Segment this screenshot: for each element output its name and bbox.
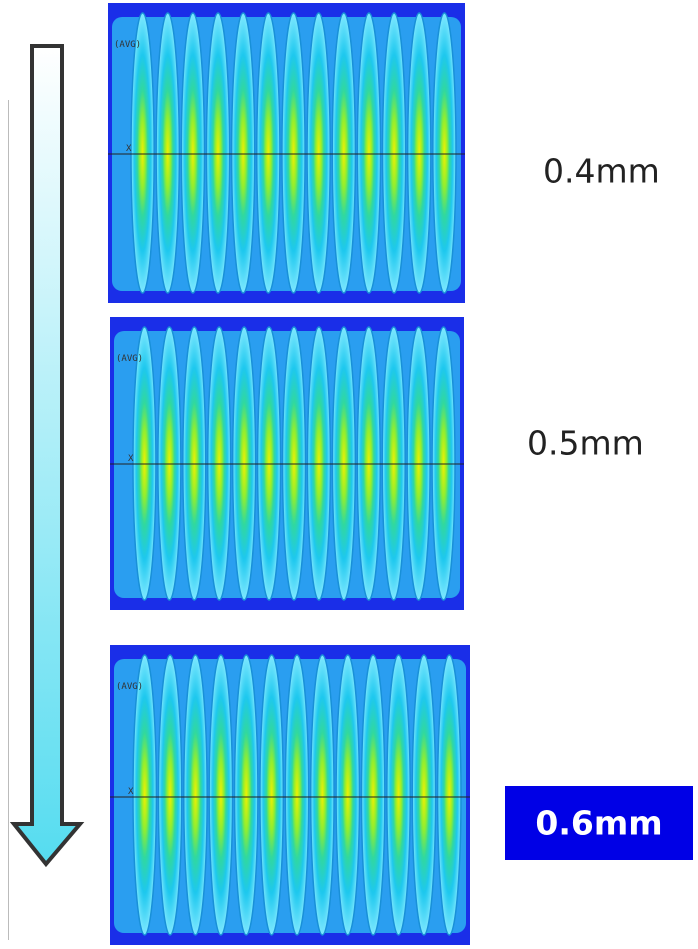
stripe	[306, 12, 331, 294]
stripe	[208, 654, 234, 936]
stripe	[130, 12, 155, 294]
plot-legend: (AVG)	[114, 40, 141, 50]
highlight-box	[505, 786, 693, 860]
stripe	[180, 12, 206, 294]
plot-legend: (AVG)	[116, 354, 143, 364]
plot-legend: (AVG)	[116, 682, 143, 692]
axis-label: X	[126, 144, 132, 154]
thickness-label: 0.5mm	[527, 424, 644, 463]
axis-label: X	[128, 787, 134, 797]
stripe	[436, 654, 462, 936]
stripe	[132, 654, 158, 936]
stripe	[356, 12, 382, 294]
stripe	[256, 12, 281, 294]
stripe	[183, 654, 208, 936]
contour-plot: (AVG) X	[110, 317, 464, 610]
stripe	[205, 12, 231, 294]
stripe	[309, 654, 335, 936]
stripe	[335, 654, 361, 936]
stripe	[230, 12, 256, 294]
arrow	[9, 44, 85, 868]
stripe	[386, 654, 411, 936]
stripe	[259, 654, 285, 936]
stripe	[406, 12, 432, 294]
contour-plot: (AVG) X	[108, 3, 465, 303]
stripe	[331, 12, 357, 294]
panels: (AVG) X (AVG) X (AVG) X	[108, 3, 470, 945]
stripe	[360, 654, 386, 936]
stripe	[284, 654, 310, 936]
contour-plot: (AVG) X	[110, 645, 470, 945]
stripe	[281, 12, 306, 294]
stripe	[157, 654, 183, 936]
stripe	[381, 12, 407, 294]
thickness-label: 0.6mm	[535, 804, 662, 843]
stripe	[432, 12, 457, 294]
stripe	[233, 654, 259, 936]
axis-label: X	[128, 454, 134, 464]
thickness-label: 0.4mm	[543, 152, 660, 191]
stripe	[411, 654, 437, 936]
stripe	[155, 12, 181, 294]
